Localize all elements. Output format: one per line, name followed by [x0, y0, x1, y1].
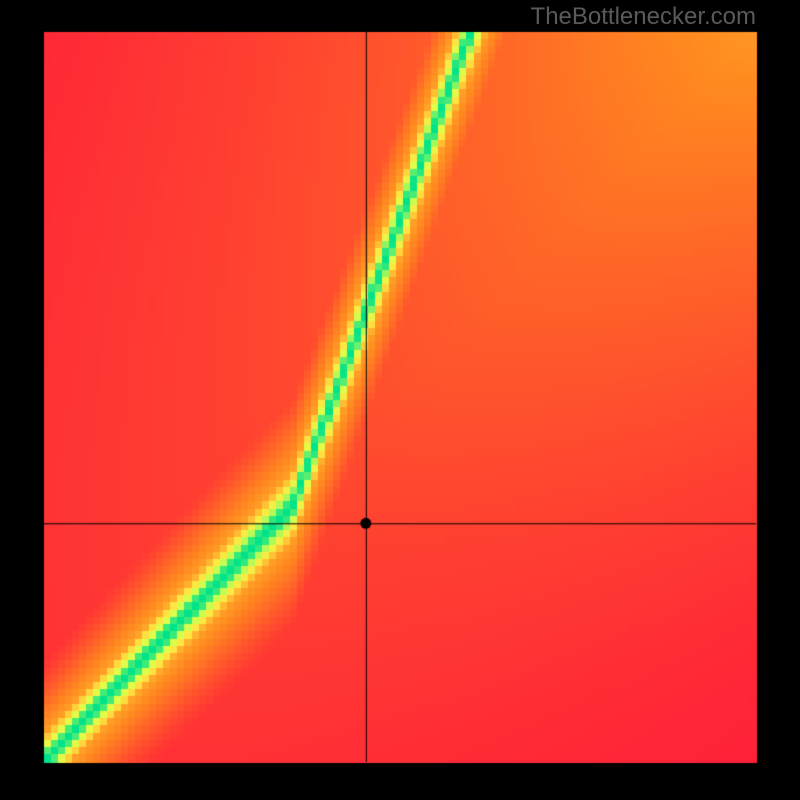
watermark-label: TheBottlenecker.com	[531, 3, 756, 31]
bottleneck-heatmap	[0, 0, 800, 800]
chart-container: TheBottlenecker.com	[0, 0, 800, 800]
